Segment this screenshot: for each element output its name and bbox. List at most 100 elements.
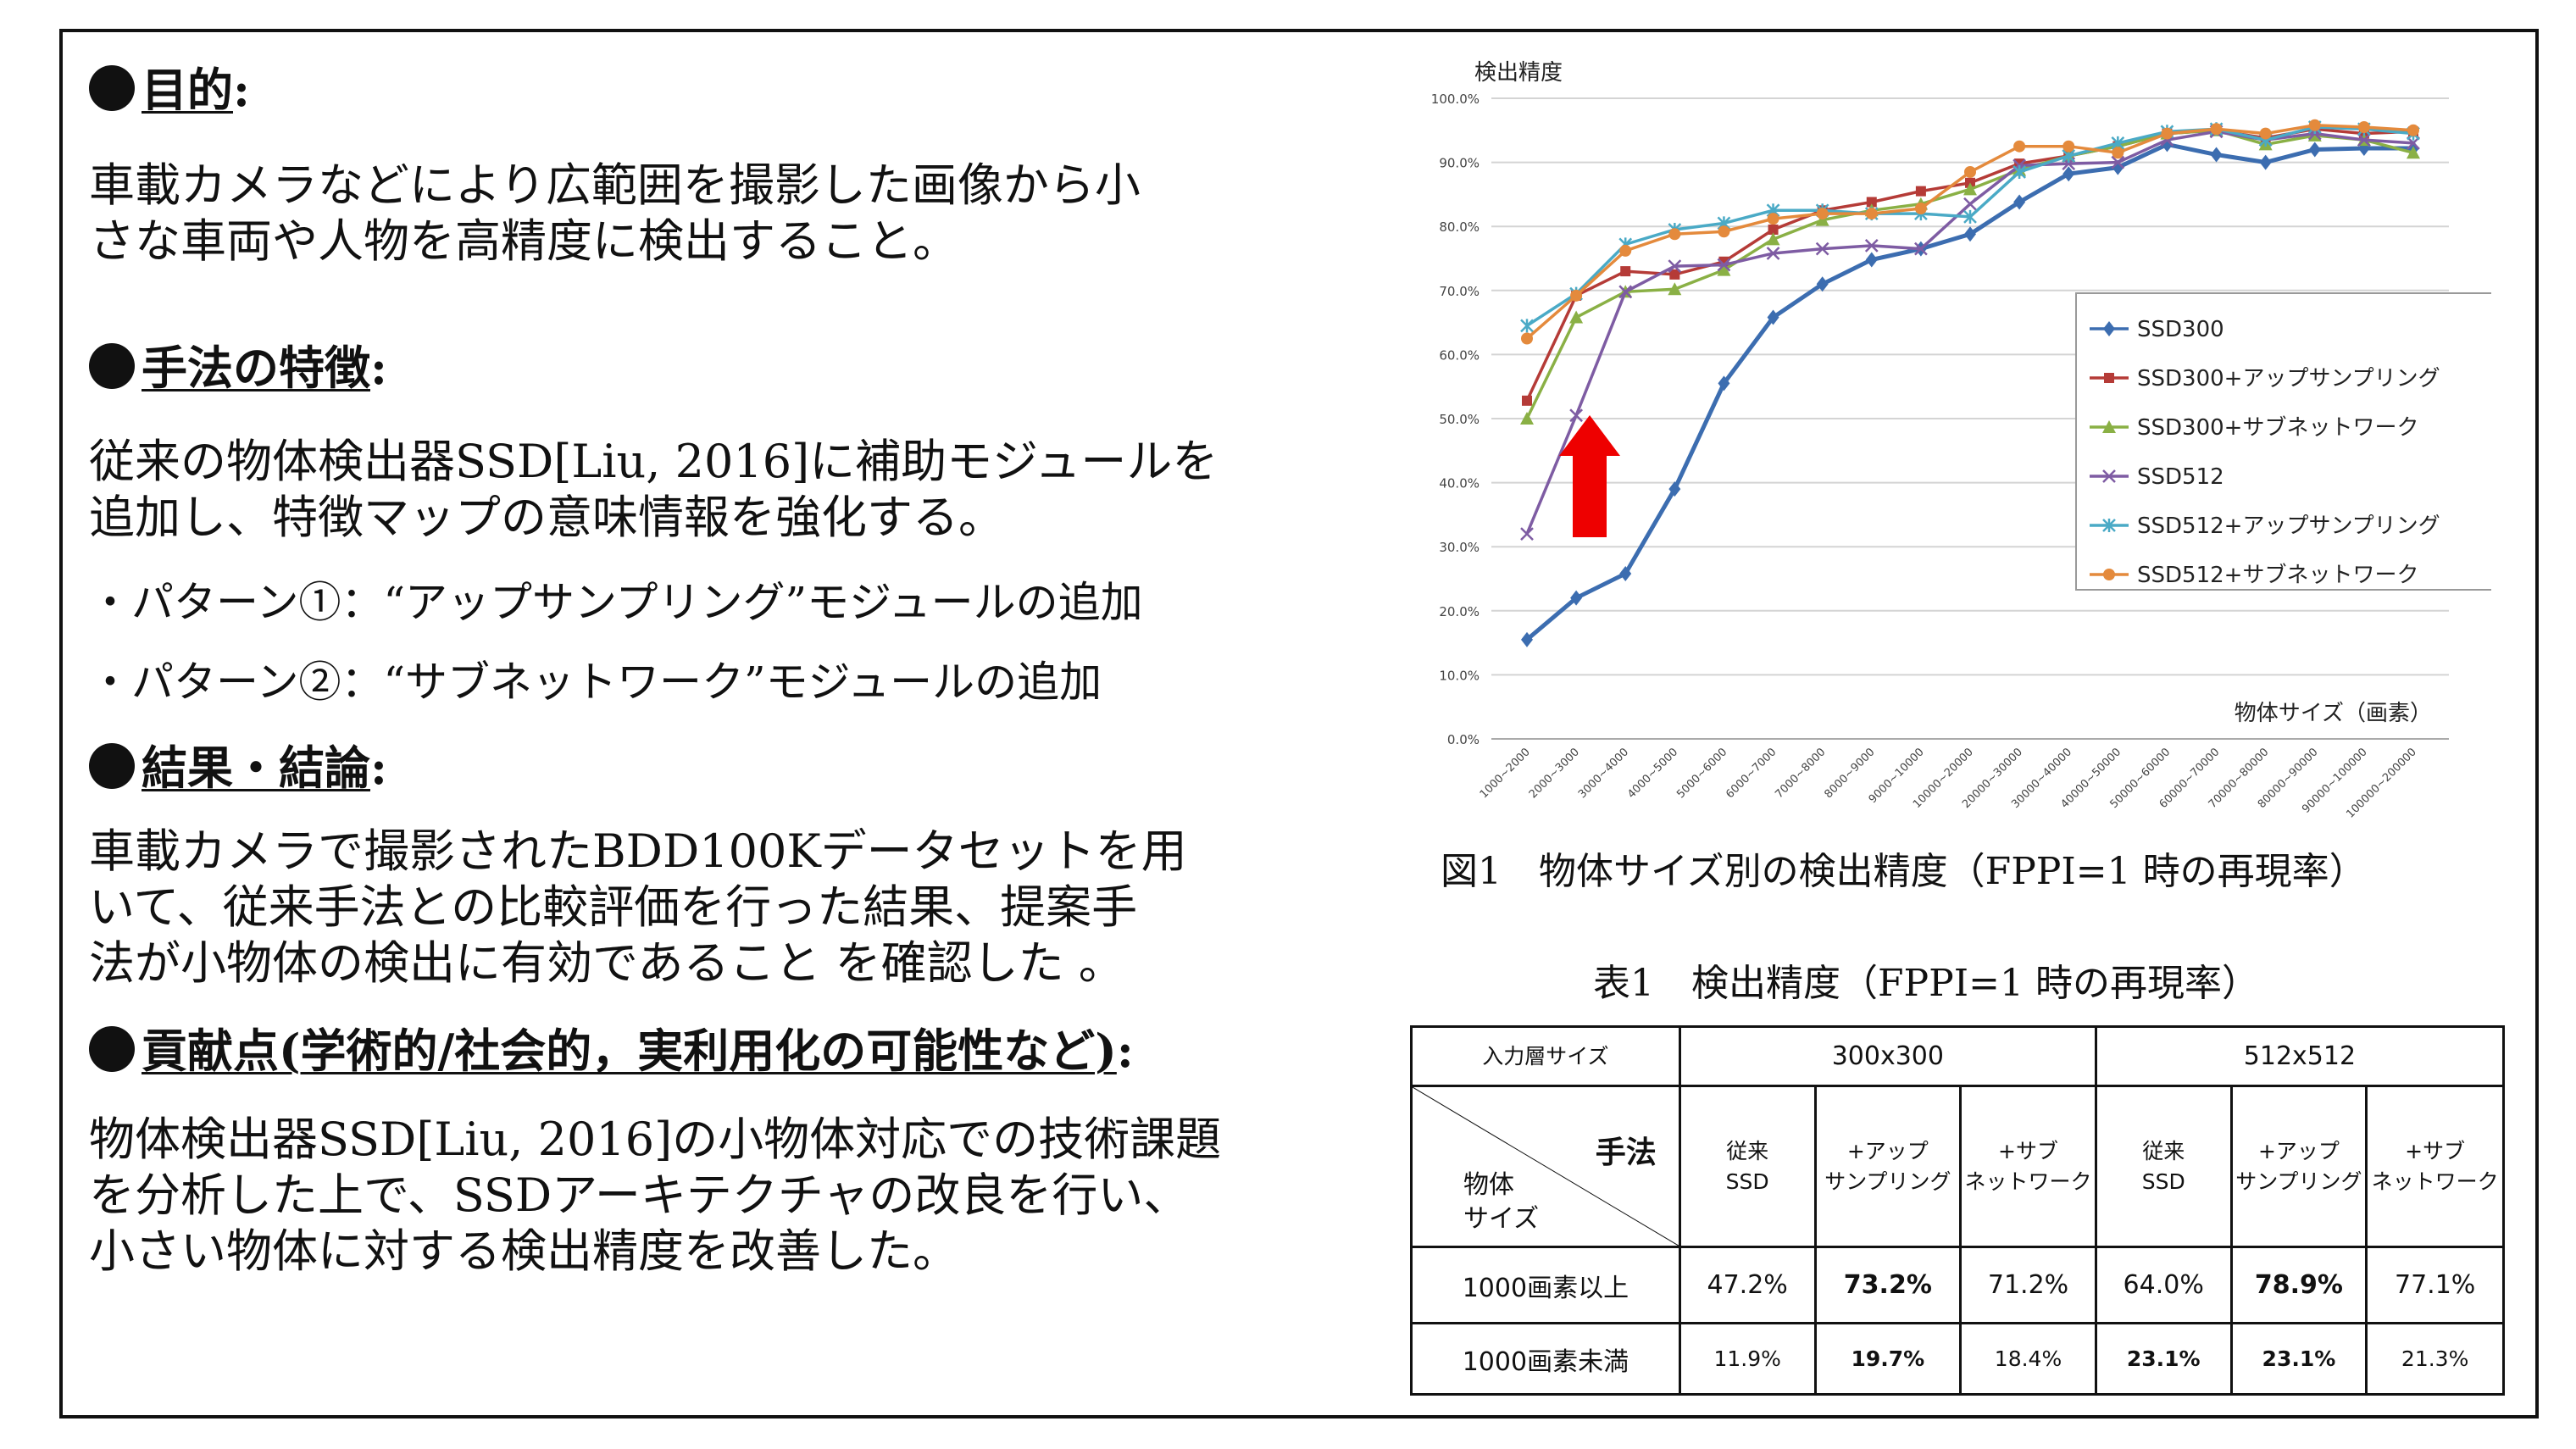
legend-marker: [2102, 420, 2116, 433]
slide-frame: [59, 29, 2539, 1418]
data-point: [1766, 247, 1780, 260]
table-cell: 19.7%: [1813, 1322, 1963, 1396]
y-tick-label: 90.0%: [1439, 156, 1480, 171]
data-point: [1766, 232, 1780, 246]
object-size-label: 物体 サイズ: [1463, 1170, 1540, 1234]
table-cell: 71.2%: [1959, 1246, 2097, 1324]
data-point: [1521, 332, 1533, 345]
y-tick-label: 50.0%: [1439, 412, 1480, 427]
table-cell: 78.9%: [2229, 1246, 2368, 1324]
legend-label: SSD512+アップサンプリング: [2137, 514, 2440, 539]
data-point: [1717, 258, 1731, 272]
data-point: [1963, 197, 1977, 211]
data-point: [1768, 224, 1779, 235]
data-point: [1914, 242, 1928, 256]
data-point: [1767, 309, 1779, 325]
table-group-header: 300x300: [1678, 1025, 2097, 1087]
data-point: [2112, 147, 2124, 159]
results-table: 入力層サイズ 300x300 512x512 手法 物体 サイズ 従来 SSD +ア…: [1410, 1025, 2506, 1396]
data-point: [2062, 166, 2075, 182]
method-label: 手法: [1595, 1135, 1657, 1170]
diagonal-line: [1413, 1087, 1679, 1246]
table-cell: 23.1%: [2094, 1322, 2233, 1396]
section-heading-method: 手法の特徴:: [89, 339, 387, 397]
heading-text: 手法の特徴: [142, 341, 370, 395]
y-tick-label: 60.0%: [1439, 347, 1480, 363]
data-point: [1915, 186, 1926, 197]
x-axis-label: 物体サイズ（画素）: [2235, 701, 2432, 726]
data-point: [1620, 266, 1631, 277]
x-tick-label: 7000~8000: [1773, 746, 1828, 801]
y-axis-label: 検出精度: [1474, 60, 1563, 86]
legend-label: SSD512: [2137, 464, 2224, 490]
data-point: [1767, 213, 1779, 225]
table-group-header: 512x512: [2094, 1025, 2506, 1087]
data-point: [2161, 127, 2174, 140]
data-point: [2308, 142, 2321, 158]
data-point: [2407, 124, 2419, 136]
y-tick-label: 80.0%: [1439, 219, 1480, 235]
red-up-arrow: [1559, 415, 1620, 537]
data-point: [1815, 213, 1829, 226]
table-row: 手法 物体 サイズ 従来 SSD +アップ サンプリング +サブ ネットワーク 従来 SS…: [1410, 1085, 2505, 1248]
y-tick-label: 10.0%: [1439, 668, 1480, 683]
section-body-method: 従来の物体検出器SSD[Liu, 2016]に補助モジュールを 追加し、特徴マッ…: [89, 435, 1219, 544]
x-tick-label: 5000~6000: [1674, 746, 1729, 801]
table-cell: 77.1%: [2365, 1246, 2505, 1324]
y-tick-label: 20.0%: [1439, 604, 1480, 619]
y-tick-label: 70.0%: [1439, 284, 1480, 299]
table-caption: 表1 検出精度（FPPI=1 時の再現率）: [1593, 962, 2259, 1005]
data-point: [1570, 289, 1583, 302]
data-point: [2112, 159, 2124, 175]
table-cell: 64.0%: [2094, 1246, 2233, 1324]
table-row: 入力層サイズ 300x300 512x512: [1410, 1025, 2506, 1087]
bullet-icon: [89, 65, 135, 111]
method-header: +サブ ネットワーク: [2365, 1085, 2505, 1248]
section-body-results: 車載カメラで撮影されたBDD100Kデータセットを用 いて、従来手法との比較評価…: [89, 824, 1187, 990]
x-tick-label: 8000~9000: [1823, 746, 1878, 801]
x-tick-label: 4000~5000: [1625, 746, 1680, 801]
data-point: [1668, 481, 1681, 497]
data-point: [1669, 269, 1680, 280]
data-point: [1964, 165, 1976, 178]
data-point: [1816, 208, 1829, 220]
section-body-contribution: 物体検出器SSD[Liu, 2016]の小物体対応での技術課題 を分析した上で、…: [89, 1113, 1222, 1278]
table-cell: 11.9%: [1678, 1322, 1817, 1396]
data-point: [1668, 259, 1682, 273]
table-cell: 23.1%: [2229, 1322, 2368, 1396]
data-point: [1521, 631, 1533, 647]
legend-label: SSD300: [2137, 317, 2224, 342]
section-heading-purpose: 目的:: [89, 61, 250, 119]
legend-box: [2075, 292, 2491, 591]
data-point: [2407, 146, 2420, 159]
legend-marker: [2103, 321, 2115, 336]
data-point: [2407, 136, 2420, 150]
method-header: 従来 SSD: [2094, 1085, 2233, 1248]
section-heading-results: 結果・結論:: [89, 739, 387, 797]
data-point: [2210, 147, 2223, 163]
legend-label: SSD300+サブネットワーク: [2137, 415, 2418, 441]
y-tick-label: 0.0%: [1447, 732, 1480, 747]
data-point: [2013, 194, 2026, 210]
x-tick-label: 1000~2000: [1478, 746, 1533, 801]
legend-marker: [2102, 469, 2116, 483]
legend-label: SSD300+アップサンプリング: [2137, 366, 2440, 391]
data-point: [1520, 412, 1534, 425]
y-tick-label: 40.0%: [1439, 476, 1480, 491]
data-point: [1866, 197, 1877, 208]
y-tick-label: 30.0%: [1439, 540, 1480, 555]
table-row: 1000画素以上 47.2% 73.2% 71.2% 64.0% 78.9% 7…: [1410, 1246, 2505, 1324]
data-point: [1668, 228, 1681, 241]
y-tick-label: 100.0%: [1431, 92, 1480, 107]
legend-label: SSD512+サブネットワーク: [2137, 563, 2418, 588]
x-tick-label: 2000~3000: [1527, 746, 1582, 801]
bullet-icon: [89, 343, 135, 389]
data-point: [1865, 252, 1878, 268]
data-point: [1718, 225, 1730, 238]
method-header: 従来 SSD: [1678, 1085, 1817, 1248]
data-point: [2357, 133, 2371, 147]
table-cell: 21.3%: [2365, 1322, 2505, 1396]
data-point: [1963, 182, 1977, 196]
data-point: [1619, 565, 1632, 581]
data-point: [1520, 527, 1534, 541]
